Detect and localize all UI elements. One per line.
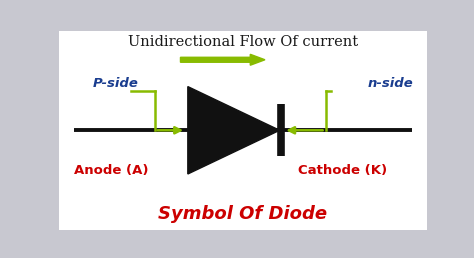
- Text: Anode (A): Anode (A): [74, 164, 148, 176]
- Text: Symbol Of Diode: Symbol Of Diode: [158, 205, 328, 223]
- FancyArrow shape: [181, 54, 265, 65]
- Polygon shape: [188, 87, 280, 174]
- Text: n-side: n-side: [368, 77, 414, 90]
- Text: Unidirectional Flow Of current: Unidirectional Flow Of current: [128, 35, 358, 49]
- FancyBboxPatch shape: [59, 31, 427, 230]
- Text: P-side: P-side: [92, 77, 138, 90]
- Text: Cathode (K): Cathode (K): [298, 164, 387, 176]
